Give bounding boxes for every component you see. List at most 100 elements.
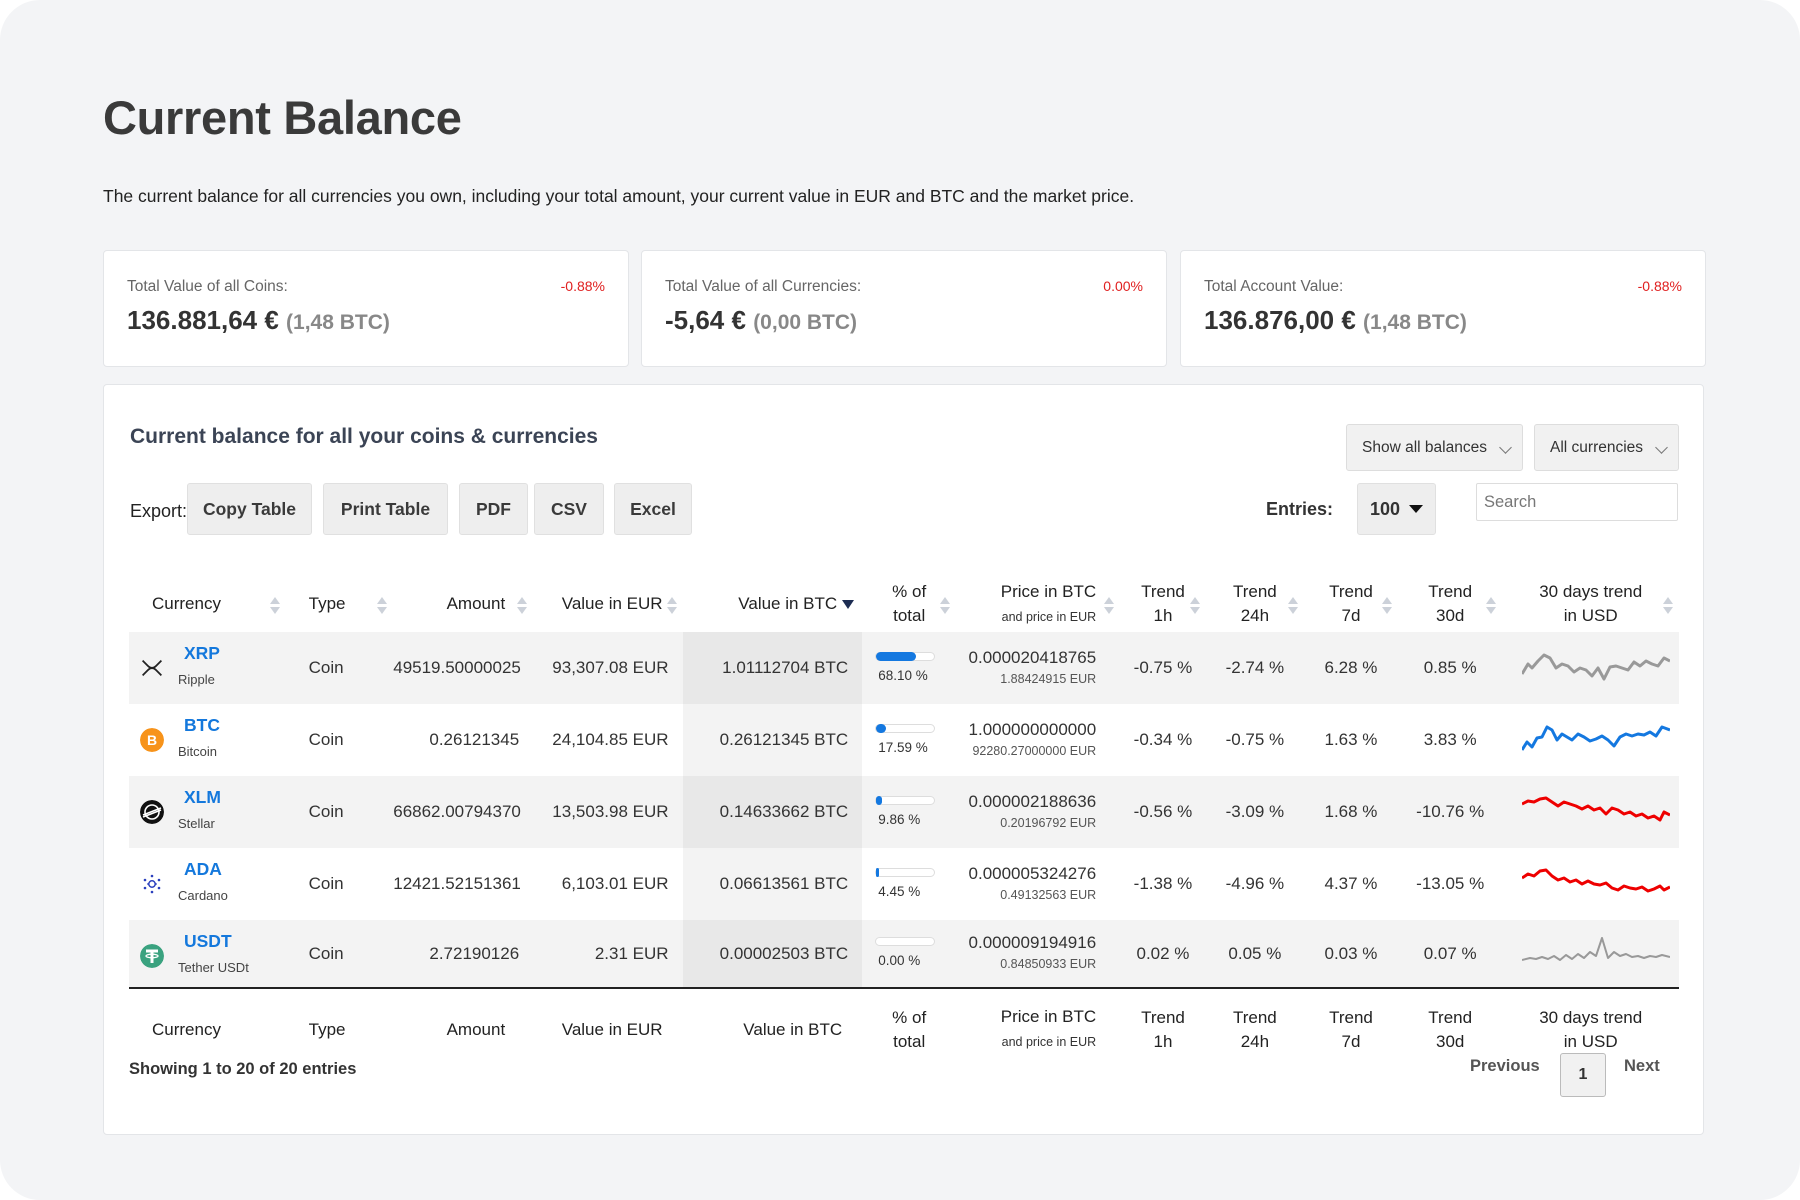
sort-icon: [517, 597, 528, 615]
col-label: % of: [892, 582, 927, 601]
col-pct-total[interactable]: % of total: [862, 570, 956, 632]
footer-label: 1h: [1153, 1031, 1173, 1051]
value-eur-cell: 13,503.98 EUR: [533, 776, 683, 848]
sparkline-cell: [1502, 776, 1679, 848]
coin-symbol-link[interactable]: XRP: [184, 643, 220, 663]
card-value: 136.876,00 € (1,48 BTC): [1204, 305, 1467, 336]
tether-icon: [140, 944, 164, 968]
bitcoin-icon: B: [140, 728, 164, 752]
coin-symbol-link[interactable]: BTC: [184, 715, 220, 735]
sort-icon: [1663, 597, 1673, 615]
export-label: Export:: [130, 501, 188, 521]
type-cell: Coin: [285, 920, 394, 989]
trend-7d-cell: 1.68 %: [1303, 776, 1398, 848]
copy-table-button[interactable]: Copy Table: [187, 483, 312, 535]
price-cell: 0.000020418765 1.88424915 EUR: [956, 632, 1121, 704]
footer-sublabel: and price in EUR: [1001, 1035, 1097, 1049]
price-cell: 0.000002188636 0.20196792 EUR: [956, 776, 1121, 848]
amount-cell: 2.72190126: [393, 920, 534, 989]
sparkline-cell: [1502, 848, 1679, 920]
value-btc-cell: 0.00002503 BTC: [682, 920, 863, 989]
pct-cell: 0.00 %: [862, 920, 957, 989]
csv-button[interactable]: CSV: [534, 483, 604, 535]
col-30d-trend[interactable]: 30 days trend in USD: [1502, 570, 1679, 632]
table-row: ADA Cardano Coin 12421.52151361 6,103.01…: [129, 848, 1679, 920]
col-sublabel: and price in EUR: [1001, 609, 1097, 624]
coin-name: Stellar: [178, 816, 215, 831]
excel-button[interactable]: Excel: [614, 483, 692, 535]
col-trend-7d[interactable]: Trend 7d: [1304, 570, 1398, 632]
trend-24h-cell: -4.96 %: [1225, 874, 1285, 893]
col-label: 7d: [1341, 606, 1361, 625]
pct-bar-fill: [876, 795, 882, 805]
col-trend-30d[interactable]: Trend 30d: [1398, 570, 1502, 632]
currencies-dropdown[interactable]: All currencies: [1534, 424, 1679, 471]
sort-desc-icon: [842, 600, 855, 610]
sort-icon: [1104, 597, 1115, 615]
currency-cell: XRP Ripple: [129, 632, 286, 704]
sort-icon: [940, 597, 951, 615]
amount-cell: 66862.00794370: [393, 776, 534, 848]
show-balances-label: Show all balances: [1362, 439, 1487, 456]
pdf-button[interactable]: PDF: [459, 483, 528, 535]
entries-select[interactable]: 100: [1357, 483, 1436, 535]
price-eur: 0.20196792 EUR: [1000, 815, 1097, 830]
card-label: Total Value of all Currencies:: [665, 278, 862, 295]
col-label: Trend: [1428, 582, 1473, 601]
trend-1h-cell: -0.34 %: [1133, 730, 1193, 749]
next-page-button[interactable]: Next: [1624, 1057, 1660, 1075]
sparkline: [1522, 653, 1671, 681]
card-value-eur: 136.881,64 €: [127, 305, 279, 335]
pct-cell: 68.10 %: [862, 632, 957, 704]
pct-bar: [875, 651, 936, 661]
trend-7d-cell: 6.28 %: [1303, 632, 1398, 704]
trend-24h-cell: 0.05 %: [1205, 920, 1304, 989]
footer-price: Price in BTC and price in EUR: [956, 988, 1120, 1064]
pct-text: 68.10 %: [878, 667, 928, 683]
card-label: Total Account Value:: [1204, 278, 1344, 295]
card-value-btc: (1,48 BTC): [1363, 311, 1467, 334]
previous-page-button[interactable]: Previous: [1470, 1057, 1540, 1075]
search-input[interactable]: [1476, 483, 1678, 521]
table-row: XRP Ripple Coin 49519.50000025 93,307.08…: [129, 632, 1679, 704]
xrp-icon: [140, 658, 164, 678]
footer-trend-7d: Trend 7d: [1304, 988, 1398, 1064]
col-value-btc[interactable]: Value in BTC: [683, 570, 863, 632]
page-1-button[interactable]: 1: [1560, 1053, 1606, 1097]
card-value: -5,64 € (0,00 BTC): [665, 305, 857, 336]
footer-label: Price in BTC: [1000, 1007, 1097, 1026]
col-price[interactable]: Price in BTC and price in EUR: [956, 570, 1120, 632]
print-table-button[interactable]: Print Table: [323, 483, 448, 535]
value-eur-cell: 93,307.08 EUR: [533, 632, 683, 704]
col-label: Trend: [1329, 582, 1373, 601]
stellar-icon: [140, 800, 164, 824]
amount-cell: 0.26121345: [429, 730, 520, 749]
col-amount[interactable]: Amount: [393, 570, 533, 632]
coin-symbol-link[interactable]: USDT: [184, 931, 232, 951]
pct-bar-fill: [876, 651, 916, 661]
col-label: 24h: [1240, 606, 1270, 625]
balance-table: Currency Type Amount Value in EUR Value …: [129, 570, 1679, 1064]
col-trend-1h[interactable]: Trend 1h: [1120, 570, 1206, 632]
currency-cell: B BTC Bitcoin: [129, 704, 286, 776]
col-trend-24h[interactable]: Trend 24h: [1206, 570, 1304, 632]
trend-24h-cell: -2.74 %: [1205, 632, 1304, 704]
footer-30d-trend: 30 days trend in USD: [1502, 988, 1679, 1064]
card-value: 136.881,64 € (1,48 BTC): [127, 305, 390, 336]
sparkline-cell: [1502, 632, 1679, 704]
col-currency[interactable]: Currency: [129, 570, 286, 632]
col-value-eur[interactable]: Value in EUR: [533, 570, 682, 632]
trend-7d-cell: 4.37 %: [1324, 874, 1378, 893]
table-footer-row: Currency Type Amount Value in EUR Value …: [129, 988, 1679, 1064]
type-cell: Coin: [285, 776, 394, 848]
col-label: 1h: [1153, 606, 1173, 625]
coin-symbol-link[interactable]: ADA: [184, 859, 222, 879]
currency-cell: XLM Stellar: [129, 776, 286, 848]
sparkline: [1522, 868, 1671, 893]
footer-label: Trend: [1141, 1007, 1185, 1027]
col-type[interactable]: Type: [286, 570, 394, 632]
sparkline-cell: [1502, 704, 1679, 776]
coin-symbol-link[interactable]: XLM: [184, 787, 221, 807]
pct-bar: [875, 937, 936, 946]
show-balances-dropdown[interactable]: Show all balances: [1346, 424, 1523, 471]
